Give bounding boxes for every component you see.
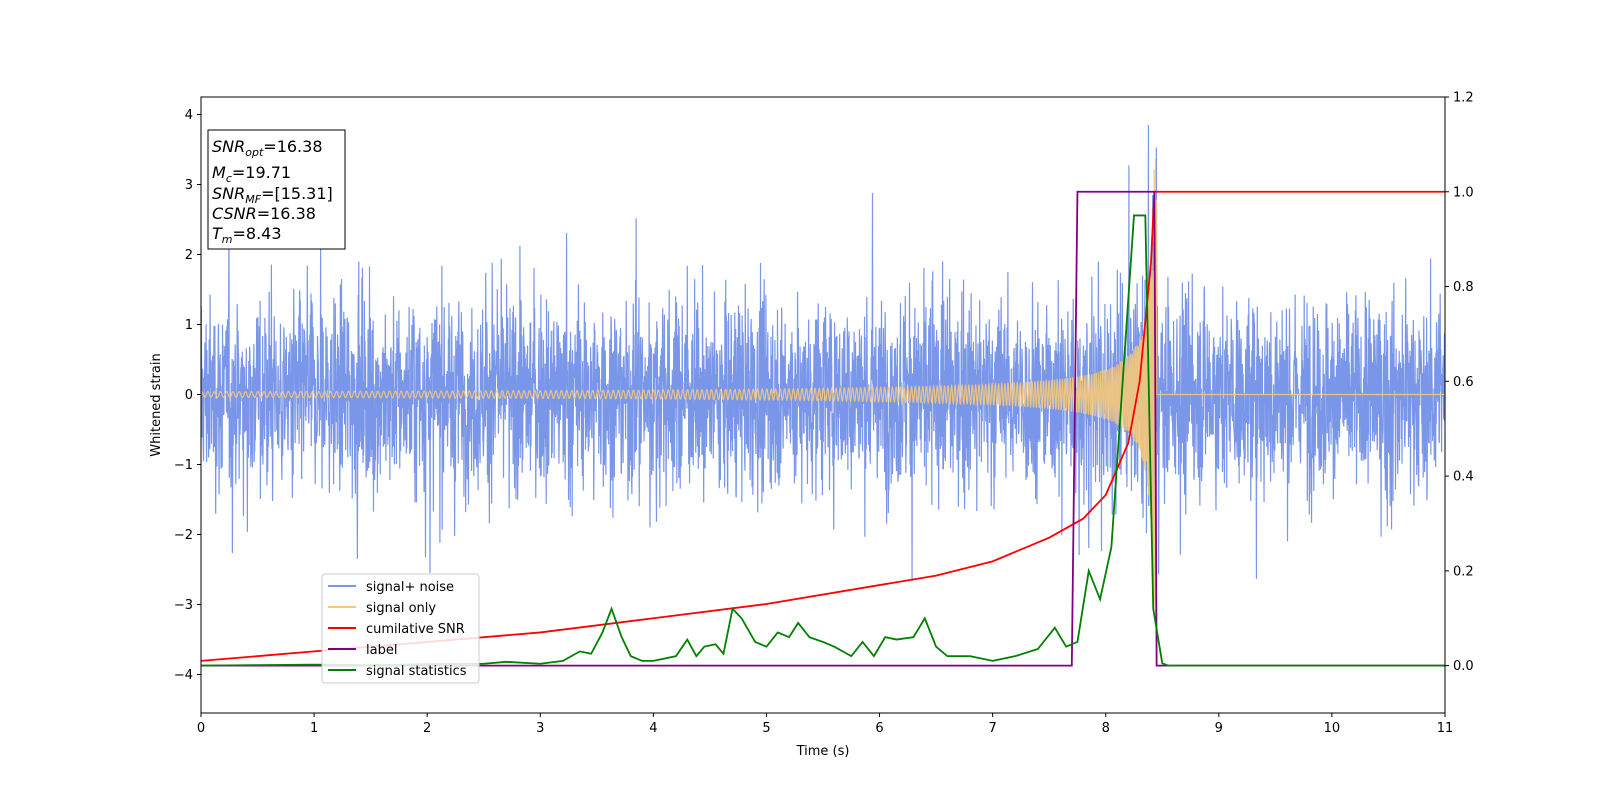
y-right-tick-label: 1.2 [1453,91,1474,106]
x-tick-label: 5 [762,721,770,736]
x-tick-label: 11 [1437,721,1454,736]
y-right-tick-label: 0.0 [1453,659,1474,674]
y-left-tick-label: −4 [174,668,193,683]
x-tick-label: 4 [649,721,657,736]
legend: signal+ noise signal only cumilative SNR… [322,574,479,683]
y-right-tick-label: 0.6 [1453,375,1474,390]
legend-label-cumulative-snr: cumilative SNR [366,622,465,637]
x-axis-label: Time (s) [796,744,850,759]
x-tick-label: 9 [1215,721,1223,736]
x-tick-label: 1 [310,721,318,736]
y-right-tick-label: 0.4 [1453,470,1474,485]
y-right-tick-label: 1.0 [1453,185,1474,200]
legend-label-signal-noise: signal+ noise [366,580,454,595]
info-csnr: CSNR=16.38 [212,204,316,223]
x-tick-label: 0 [197,721,205,736]
y-left-tick-label: 2 [185,248,193,263]
y-right-tick-label: 0.2 [1453,564,1474,579]
info-snr-opt: SNRopt=16.38 [212,137,323,159]
y-left-tick-label: 3 [185,178,193,193]
info-box: SNRopt=16.38 Mc=19.71 SNRMF=[15.31] CSNR… [208,130,345,249]
y-right-tick-label: 0.8 [1453,280,1474,295]
x-tick-label: 7 [988,721,996,736]
legend-label-signal-only: signal only [366,601,436,616]
y-left-tick-label: −1 [174,458,193,473]
legend-label-signal-statistics: signal statistics [366,664,467,679]
x-tick-label: 10 [1324,721,1341,736]
legend-label-label: label [366,643,397,658]
info-snr-mf: SNRMF=[15.31] [212,184,333,206]
y-left-tick-label: 4 [185,108,193,123]
y-left-tick-label: 0 [185,388,193,403]
y-axis-label: Whitened strain [149,353,164,456]
y-left-tick-label: −2 [174,528,193,543]
y-left-tick-label: 1 [185,318,193,333]
y-left-tick-label: −3 [174,598,193,613]
x-tick-label: 3 [536,721,544,736]
x-tick-label: 6 [875,721,883,736]
x-tick-label: 8 [1102,721,1110,736]
x-tick-label: 2 [423,721,431,736]
info-mc: Mc=19.71 [212,163,291,185]
